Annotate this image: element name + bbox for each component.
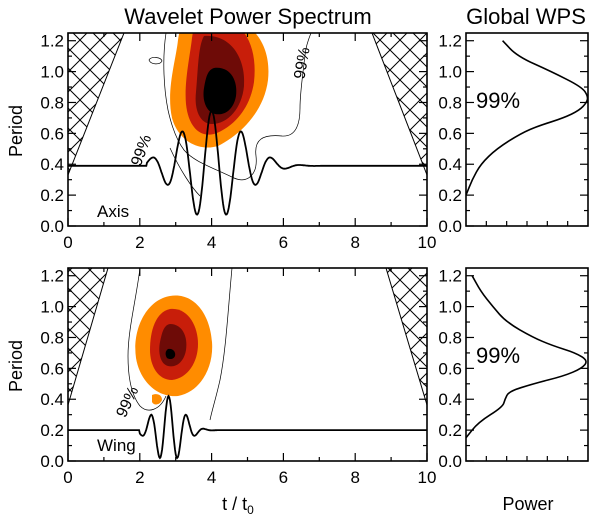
top-significance-island xyxy=(148,57,163,65)
bottom-global-y-tick-label: 0.2 xyxy=(438,421,462,440)
bottom-global-y-tick-label: 0.8 xyxy=(438,328,462,347)
bottom-main-frame xyxy=(67,267,428,462)
bottom-global-ticks: 0.0 0.2 0.4 0.6 0.8 1.0 1.2 xyxy=(438,267,588,471)
top-x-tick-label: 4 xyxy=(207,233,216,252)
bottom-panel-label: Wing xyxy=(97,436,136,455)
bottom-y-tick-label: 1.0 xyxy=(40,298,64,317)
main-title: Wavelet Power Spectrum xyxy=(124,4,371,29)
bottom-main-panel: 99% Wing 0.0 0.2 0.4 0.6 0.8 1.0 1.2 0 2 4 6 8 10 xyxy=(40,267,436,487)
top-global-y-tick-label: 0.2 xyxy=(438,186,462,205)
top-y-tick-label: 0.2 xyxy=(40,186,64,205)
top-significance-contour xyxy=(163,33,312,180)
top-global-ticks: 0.0 0.2 0.4 0.6 0.8 1.0 1.2 xyxy=(438,32,588,236)
bottom-y-tick-label: 0.2 xyxy=(40,421,64,440)
top-global-y-tick-label: 1.2 xyxy=(438,32,462,51)
bottom-x-tick-label: 8 xyxy=(350,468,359,487)
top-y-tick-label: 0.0 xyxy=(40,217,64,236)
top-x-tick-label: 10 xyxy=(418,233,437,252)
top-y-tick-label: 0.6 xyxy=(40,124,64,143)
bottom-global-y-tick-label: 0.0 xyxy=(438,452,462,471)
top-y-tick-label: 1.2 xyxy=(40,32,64,51)
bottom-contour-level-4 xyxy=(165,348,176,360)
bottom-y-tick-label: 0.4 xyxy=(40,390,64,409)
top-y-tick-label: 1.0 xyxy=(40,63,64,82)
top-panel-label: Axis xyxy=(97,202,129,221)
top-global-significance-label: 99% xyxy=(476,88,520,113)
bottom-y-tick-label: 1.2 xyxy=(40,267,64,286)
bottom-x-tick-label: 10 xyxy=(418,468,437,487)
global-x-axis-label: Power xyxy=(502,494,553,514)
bottom-main-ticks: 0.0 0.2 0.4 0.6 0.8 1.0 1.2 0 2 4 6 8 10 xyxy=(40,267,436,487)
bottom-coi-left-line xyxy=(68,268,109,406)
top-coi-left-line xyxy=(68,33,125,176)
bottom-x-tick-label: 2 xyxy=(135,468,144,487)
bottom-global-y-tick-label: 1.2 xyxy=(438,267,462,286)
top-global-y-tick-label: 0.8 xyxy=(438,93,462,112)
top-significance-label: 99% xyxy=(128,133,155,169)
top-global-y-tick-label: 0.6 xyxy=(438,124,462,143)
bottom-y-tick-label: 0.0 xyxy=(40,452,64,471)
top-y-tick-label: 0.4 xyxy=(40,155,64,174)
top-global-y-tick-label: 1.0 xyxy=(438,63,462,82)
bottom-y-tick-label: 0.6 xyxy=(40,359,64,378)
top-x-tick-label: 0 xyxy=(63,233,72,252)
top-y-tick-label: 0.8 xyxy=(40,93,64,112)
top-global-panel: 99% 0.0 0.2 0.4 0.6 0.8 1.0 1.2 xyxy=(438,32,589,236)
bottom-global-panel: 99% 0.0 0.2 0.4 0.6 0.8 1.0 1.2 xyxy=(438,267,589,471)
bottom-x-tick-label: 0 xyxy=(63,468,72,487)
global-title: Global WPS xyxy=(466,4,586,29)
top-x-tick-label: 6 xyxy=(279,233,288,252)
bottom-global-significance-label: 99% xyxy=(476,343,520,368)
top-signal-curve xyxy=(68,109,427,216)
top-main-ticks: 0.0 0.2 0.4 0.6 0.8 1.0 1.2 0 2 4 6 8 10 xyxy=(40,32,436,252)
top-global-power-curve xyxy=(466,40,588,196)
bottom-significance-contour xyxy=(127,268,233,421)
bottom-y-tick-label: 0.8 xyxy=(40,328,64,347)
top-significance-label-right: 99% xyxy=(291,46,313,80)
top-contour-level-4 xyxy=(203,67,237,115)
top-global-y-tick-label: 0.4 xyxy=(438,155,462,174)
bottom-x-tick-label: 6 xyxy=(279,468,288,487)
top-x-tick-label: 2 xyxy=(135,233,144,252)
top-main-panel: 99% 99% Axis 0.0 0.2 0.4 0.6 0.8 1.0 1.2 0 2 4 6 8 1… xyxy=(40,32,436,252)
top-coi-right-line xyxy=(371,33,427,176)
bottom-coi-right-line xyxy=(385,268,427,406)
top-y-axis-label: Period xyxy=(6,105,26,157)
bottom-contour-level-1b xyxy=(152,394,162,405)
top-significance-lower-branch xyxy=(169,147,201,197)
bottom-signal-curve xyxy=(68,394,427,460)
bottom-significance-label: 99% xyxy=(113,384,142,420)
top-global-y-tick-label: 0.0 xyxy=(438,217,462,236)
bottom-global-y-tick-label: 0.4 xyxy=(438,390,462,409)
bottom-global-y-tick-label: 1.0 xyxy=(438,298,462,317)
bottom-y-axis-label: Period xyxy=(6,340,26,392)
x-axis-label: t / t0 xyxy=(222,494,254,516)
bottom-x-tick-label: 4 xyxy=(207,468,216,487)
top-x-tick-label: 8 xyxy=(350,233,359,252)
top-global-frame xyxy=(465,32,589,227)
bottom-global-y-tick-label: 0.6 xyxy=(438,359,462,378)
